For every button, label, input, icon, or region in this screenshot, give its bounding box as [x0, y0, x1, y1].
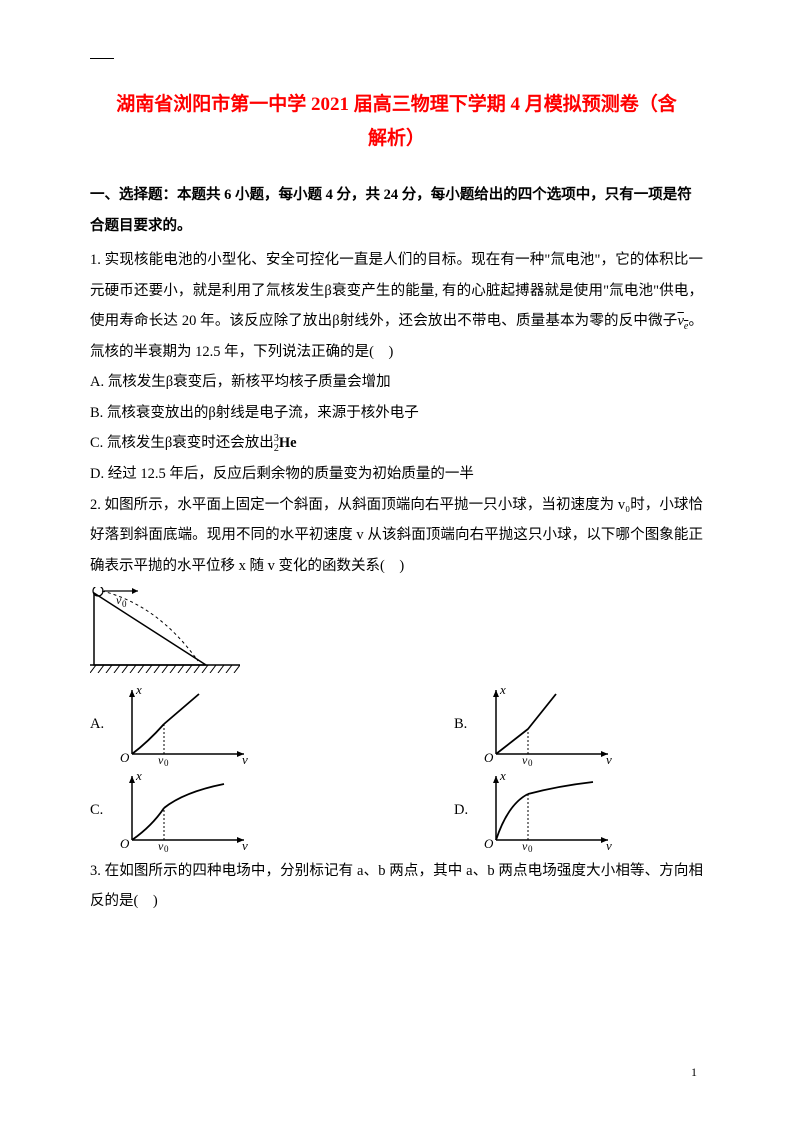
svg-text:x: x	[499, 684, 506, 697]
svg-text:v: v	[606, 752, 612, 766]
svg-text:v: v	[606, 838, 612, 852]
svg-text:O: O	[484, 750, 494, 765]
svg-text:0: 0	[164, 758, 169, 766]
q1-option-a: A. 氚核发生β衰变后，新核平均核子质量会增加	[90, 367, 703, 397]
q2-option-a-label: A.	[90, 716, 114, 733]
q1-stem-part1: 1. 实现核能电池的小型化、安全可控化一直是人们的目标。现在有一种"氚电池"，它…	[90, 252, 703, 329]
svg-text:x: x	[135, 684, 142, 697]
antineutrino-symbol: ve	[677, 313, 688, 329]
q3-stem: 3. 在如图所示的四种电场中，分别标记有 a、b 两点，其中 a、b 两点电场强…	[90, 856, 703, 917]
q2-option-d-label: D.	[454, 802, 478, 819]
q2-graph-d: O x v v 0	[478, 770, 618, 852]
title-line-1: 湖南省浏阳市第一中学 2021 届高三物理下学期 4 月模拟预测卷（含	[116, 94, 677, 115]
q2-option-c-label: C.	[90, 802, 114, 819]
title-line-2: 解析）	[368, 128, 425, 149]
q2-graph-row-1: A. O x v v 0 B.	[90, 684, 703, 766]
page-number: 1	[691, 1065, 697, 1080]
q1-option-d: D. 经过 12.5 年后，反应后剩余物的质量变为初始质量的一半	[90, 459, 703, 489]
svg-text:0: 0	[122, 599, 127, 609]
svg-text:0: 0	[528, 758, 533, 766]
incline-diagram: v 0	[90, 587, 703, 678]
he-isotope: 32He	[274, 435, 297, 451]
svg-text:O: O	[484, 836, 494, 851]
header-rule	[90, 58, 114, 59]
svg-text:O: O	[120, 836, 130, 851]
svg-text:O: O	[120, 750, 130, 765]
q2-graph-row-2: C. O x v v 0 D.	[90, 770, 703, 852]
svg-text:v: v	[242, 752, 248, 766]
section-1-header: 一、选择题：本题共 6 小题，每小题 4 分，共 24 分，每小题给出的四个选项…	[90, 180, 703, 241]
q2-stem: 2. 如图所示，水平面上固定一个斜面，从斜面顶端向右平抛一只小球，当初速度为 v…	[90, 490, 703, 581]
q1-optc-prefix: C. 氚核发生β衰变时还会放出	[90, 435, 274, 451]
svg-text:0: 0	[528, 844, 533, 852]
q2-option-b-label: B.	[454, 716, 478, 733]
q1-stem: 1. 实现核能电池的小型化、安全可控化一直是人们的目标。现在有一种"氚电池"，它…	[90, 245, 703, 367]
q1-option-b: B. 氚核衰变放出的β射线是电子流，来源于核外电子	[90, 398, 703, 428]
exam-title: 湖南省浏阳市第一中学 2021 届高三物理下学期 4 月模拟预测卷（含 解析）	[90, 88, 703, 156]
q2-graph-a: O x v v 0	[114, 684, 254, 766]
q2-graph-c: O x v v 0	[114, 770, 254, 852]
q2-graph-b: O x v v 0	[478, 684, 618, 766]
svg-text:v: v	[242, 838, 248, 852]
svg-text:x: x	[499, 770, 506, 783]
q1-option-c: C. 氚核发生β衰变时还会放出32He	[90, 428, 703, 459]
svg-text:x: x	[135, 770, 142, 783]
svg-text:0: 0	[164, 844, 169, 852]
